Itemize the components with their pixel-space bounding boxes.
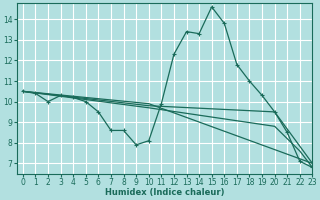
X-axis label: Humidex (Indice chaleur): Humidex (Indice chaleur) <box>105 188 224 197</box>
